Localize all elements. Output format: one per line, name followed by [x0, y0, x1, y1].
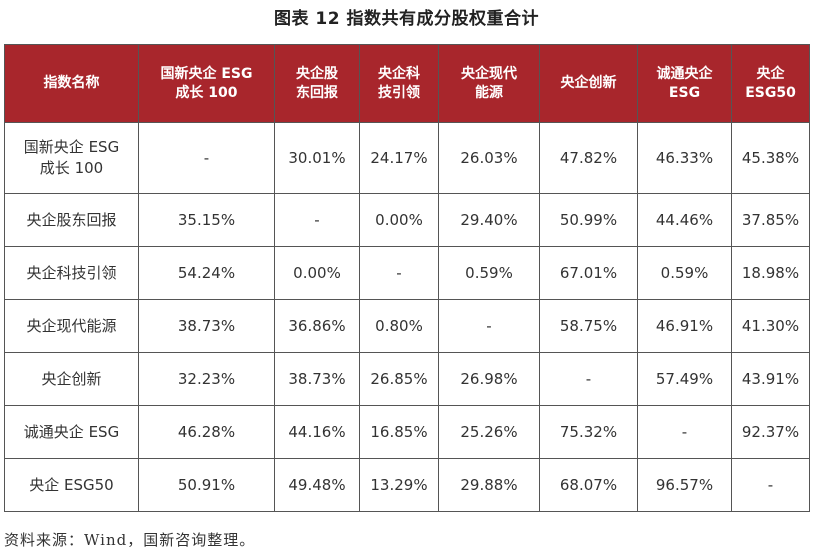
- source-note: 资料来源：Wind，国新咨询整理。: [4, 531, 256, 549]
- header-cell: 指数名称: [4, 44, 139, 123]
- value-cell: 35.15%: [138, 193, 275, 247]
- value-cell: 44.16%: [274, 405, 360, 459]
- value-cell: 54.24%: [138, 246, 275, 300]
- value-cell: 29.40%: [438, 193, 540, 247]
- value-cell: 38.73%: [274, 352, 360, 406]
- row-name-cell: 央企创新: [4, 352, 139, 406]
- value-cell: 0.00%: [274, 246, 360, 300]
- table-row: 央企现代能源 38.73% 36.86% 0.80% - 58.75% 46.9…: [4, 299, 810, 353]
- header-cell: 央企股 东回报: [274, 44, 360, 123]
- value-cell: 58.75%: [539, 299, 638, 353]
- header-cell: 央企现代 能源: [438, 44, 540, 123]
- figure-title: 图表 12 指数共有成分股权重合计: [274, 9, 539, 29]
- value-cell: 96.57%: [637, 458, 732, 512]
- table-row: 诚通央企 ESG 46.28% 44.16% 16.85% 25.26% 75.…: [4, 405, 810, 459]
- value-cell: 0.80%: [359, 299, 439, 353]
- row-name-cell: 诚通央企 ESG: [4, 405, 139, 459]
- value-cell: -: [359, 246, 439, 300]
- value-cell: 0.59%: [637, 246, 732, 300]
- value-cell: 50.99%: [539, 193, 638, 247]
- value-cell: 30.01%: [274, 122, 360, 194]
- value-cell: 92.37%: [731, 405, 810, 459]
- table-row: 央企科技引领 54.24% 0.00% - 0.59% 67.01% 0.59%…: [4, 246, 810, 300]
- weight-table: 指数名称 国新央企 ESG 成长 100 央企股 东回报 央企科 技引领 央企现…: [4, 44, 810, 512]
- header-cell: 央企 ESG50: [731, 44, 810, 123]
- value-cell: 49.48%: [274, 458, 360, 512]
- table-row: 央企创新 32.23% 38.73% 26.85% 26.98% - 57.49…: [4, 352, 810, 406]
- value-cell: -: [539, 352, 638, 406]
- value-cell: -: [138, 122, 275, 194]
- header-cell: 诚通央企 ESG: [637, 44, 732, 123]
- value-cell: 50.91%: [138, 458, 275, 512]
- value-cell: 29.88%: [438, 458, 540, 512]
- header-cell: 国新央企 ESG 成长 100: [138, 44, 275, 123]
- row-name-cell: 央企 ESG50: [4, 458, 139, 512]
- table-row: 国新央企 ESG 成长 100 - 30.01% 24.17% 26.03% 4…: [4, 122, 810, 194]
- value-cell: 68.07%: [539, 458, 638, 512]
- value-cell: 18.98%: [731, 246, 810, 300]
- value-cell: 41.30%: [731, 299, 810, 353]
- value-cell: 67.01%: [539, 246, 638, 300]
- value-cell: 44.46%: [637, 193, 732, 247]
- value-cell: 46.91%: [637, 299, 732, 353]
- value-cell: -: [438, 299, 540, 353]
- value-cell: 46.33%: [637, 122, 732, 194]
- table-row: 央企 ESG50 50.91% 49.48% 13.29% 29.88% 68.…: [4, 458, 810, 512]
- table-row: 央企股东回报 35.15% - 0.00% 29.40% 50.99% 44.4…: [4, 193, 810, 247]
- value-cell: -: [731, 458, 810, 512]
- value-cell: 47.82%: [539, 122, 638, 194]
- value-cell: 26.85%: [359, 352, 439, 406]
- row-name-cell: 央企科技引领: [4, 246, 139, 300]
- value-cell: 13.29%: [359, 458, 439, 512]
- value-cell: -: [637, 405, 732, 459]
- value-cell: 75.32%: [539, 405, 638, 459]
- value-cell: 45.38%: [731, 122, 810, 194]
- row-name-cell: 国新央企 ESG 成长 100: [4, 122, 139, 194]
- value-cell: 43.91%: [731, 352, 810, 406]
- row-name-cell: 央企现代能源: [4, 299, 139, 353]
- value-cell: 38.73%: [138, 299, 275, 353]
- value-cell: 26.98%: [438, 352, 540, 406]
- header-cell: 央企创新: [539, 44, 638, 123]
- table-header-row: 指数名称 国新央企 ESG 成长 100 央企股 东回报 央企科 技引领 央企现…: [4, 44, 810, 123]
- value-cell: 16.85%: [359, 405, 439, 459]
- row-name-cell: 央企股东回报: [4, 193, 139, 247]
- value-cell: 25.26%: [438, 405, 540, 459]
- value-cell: 24.17%: [359, 122, 439, 194]
- value-cell: 32.23%: [138, 352, 275, 406]
- value-cell: 36.86%: [274, 299, 360, 353]
- value-cell: 46.28%: [138, 405, 275, 459]
- value-cell: 0.00%: [359, 193, 439, 247]
- value-cell: 57.49%: [637, 352, 732, 406]
- value-cell: -: [274, 193, 360, 247]
- value-cell: 37.85%: [731, 193, 810, 247]
- value-cell: 26.03%: [438, 122, 540, 194]
- value-cell: 0.59%: [438, 246, 540, 300]
- header-cell: 央企科 技引领: [359, 44, 439, 123]
